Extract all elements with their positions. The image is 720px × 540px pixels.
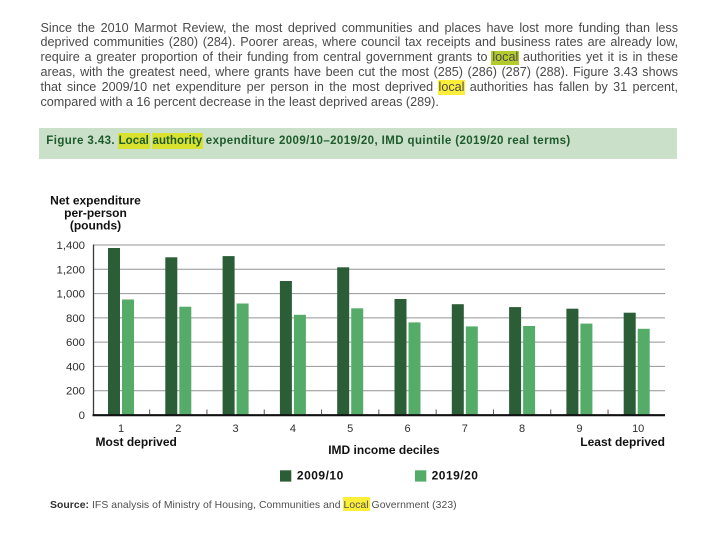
svg-text:(pounds): (pounds) — [70, 218, 121, 232]
svg-text:2019/20: 2019/20 — [432, 469, 479, 483]
svg-text:10: 10 — [632, 423, 644, 435]
svg-text:2009/10: 2009/10 — [297, 469, 344, 483]
svg-text:200: 200 — [66, 386, 85, 398]
svg-text:4: 4 — [290, 423, 296, 435]
svg-text:per-person: per-person — [64, 206, 127, 220]
svg-text:IMD income deciles: IMD income deciles — [328, 443, 440, 457]
svg-text:600: 600 — [66, 337, 85, 349]
svg-text:1: 1 — [118, 423, 124, 435]
svg-text:7: 7 — [462, 423, 468, 435]
svg-text:400: 400 — [66, 361, 85, 373]
svg-text:0: 0 — [79, 410, 85, 422]
svg-text:800: 800 — [66, 313, 85, 325]
svg-text:8: 8 — [519, 423, 525, 435]
svg-text:2: 2 — [175, 423, 181, 435]
svg-text:9: 9 — [576, 423, 582, 435]
svg-text:Least deprived: Least deprived — [580, 435, 665, 449]
svg-text:Most deprived: Most deprived — [96, 435, 177, 449]
svg-text:1,200: 1,200 — [56, 264, 85, 276]
svg-text:1,400: 1,400 — [56, 240, 85, 252]
svg-text:6: 6 — [404, 423, 410, 435]
svg-text:5: 5 — [347, 423, 353, 435]
svg-text:3: 3 — [233, 423, 239, 435]
svg-text:1,000: 1,000 — [56, 289, 85, 301]
svg-text:Net expenditure: Net expenditure — [50, 193, 141, 207]
